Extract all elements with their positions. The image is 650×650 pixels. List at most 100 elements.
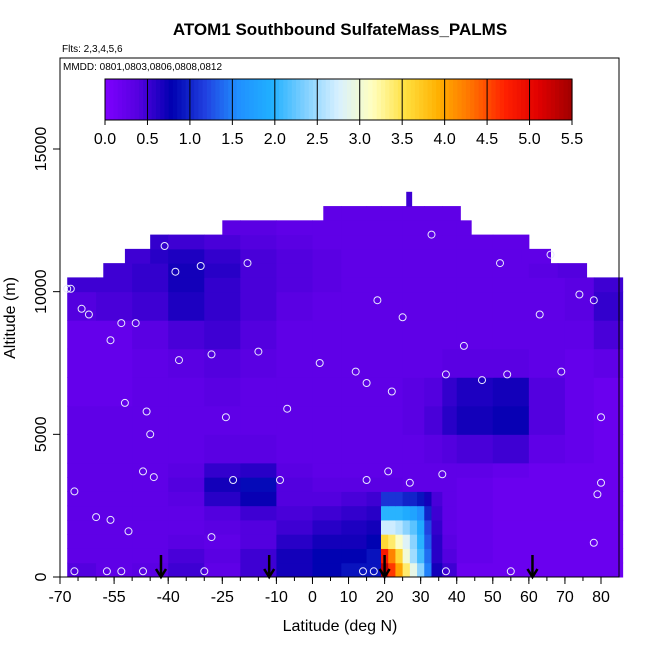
heatmap-cell bbox=[312, 477, 342, 492]
colorbar-swatch bbox=[262, 79, 267, 120]
colorbar-swatch bbox=[397, 79, 403, 120]
heatmap-cell bbox=[323, 206, 342, 221]
observation-point bbox=[506, 567, 515, 576]
x-tick-label: 20 bbox=[376, 589, 394, 606]
heatmap-cell bbox=[528, 548, 566, 564]
heatmap-cell bbox=[528, 434, 566, 464]
heatmap-cell bbox=[204, 405, 241, 435]
heatmap-cell bbox=[168, 248, 205, 264]
heatmap-cell bbox=[312, 220, 342, 236]
chart-title: ATOM1 Southbound SulfateMass_PALMS bbox=[173, 20, 507, 39]
heatmap-cell bbox=[593, 462, 624, 478]
colorbar-swatch bbox=[410, 79, 416, 120]
colorbar-swatch bbox=[448, 79, 454, 120]
heatmap-cell bbox=[240, 405, 277, 435]
observation-point bbox=[373, 296, 382, 305]
heatmap-cell bbox=[276, 562, 313, 578]
heatmap-cell bbox=[442, 434, 458, 464]
heatmap-cell bbox=[456, 462, 494, 478]
heatmap-cell bbox=[593, 377, 624, 407]
heatmap-cell bbox=[168, 534, 205, 549]
heatmap-cell bbox=[168, 477, 205, 492]
heatmap-cell bbox=[96, 434, 133, 464]
heatmap-cell bbox=[341, 462, 368, 478]
colorbar-swatch bbox=[270, 79, 276, 120]
colorbar-swatch bbox=[487, 79, 492, 120]
heatmap-cell bbox=[341, 348, 368, 378]
heatmap-cell bbox=[341, 548, 368, 564]
colorbar-swatch bbox=[504, 79, 509, 120]
heatmap-cell bbox=[424, 320, 443, 350]
heatmap-cell bbox=[240, 291, 277, 321]
heatmap-cell bbox=[240, 462, 277, 478]
heatmap-cell bbox=[492, 320, 530, 350]
heatmap-cell bbox=[312, 263, 342, 278]
heatmap-cell bbox=[168, 348, 205, 378]
heatmap-cell bbox=[442, 220, 458, 236]
colorbar-swatch bbox=[257, 79, 263, 120]
observation-point bbox=[283, 404, 292, 413]
heatmap-cell bbox=[395, 534, 404, 549]
heatmap-cell bbox=[492, 263, 530, 278]
heatmap-cell bbox=[402, 263, 425, 278]
colorbar-swatch bbox=[155, 79, 161, 120]
flights-note: Flts: 2,3,4,5,6 bbox=[62, 44, 123, 55]
colorbar-swatch bbox=[236, 79, 242, 120]
observation-point bbox=[405, 478, 414, 487]
heatmap-cell bbox=[366, 291, 382, 321]
heatmap-cell bbox=[276, 320, 313, 350]
heatmap-cell bbox=[409, 491, 418, 507]
heatmap-cell bbox=[380, 248, 404, 264]
observation-point bbox=[387, 387, 396, 396]
heatmap-cell bbox=[380, 462, 404, 478]
heatmap-cell bbox=[96, 277, 133, 293]
heatmap-cell bbox=[456, 348, 494, 378]
colorbar-swatch bbox=[177, 79, 183, 120]
heatmap-cell bbox=[204, 248, 241, 264]
observation-point bbox=[362, 379, 371, 387]
observation-points bbox=[63, 230, 605, 576]
colorbar-swatch bbox=[342, 79, 348, 120]
heatmap-cell bbox=[424, 534, 432, 549]
heatmap-cell bbox=[276, 548, 313, 564]
observation-point bbox=[593, 490, 602, 499]
colorbar-swatch bbox=[143, 79, 149, 120]
colorbar-swatch bbox=[359, 79, 365, 120]
heatmap-cell bbox=[132, 462, 169, 478]
heatmap-cell bbox=[67, 519, 97, 535]
colorbar-swatch bbox=[406, 79, 412, 120]
heatmap-cell bbox=[366, 534, 382, 549]
colorbar-swatch bbox=[291, 79, 297, 120]
heatmap-cell bbox=[492, 234, 530, 250]
heatmap-cell bbox=[312, 405, 342, 435]
heatmap-cell bbox=[132, 548, 169, 564]
heatmap-cell bbox=[312, 548, 342, 564]
colorbar-swatch bbox=[423, 79, 429, 120]
heatmap-cell bbox=[456, 562, 494, 578]
heatmap-cell bbox=[240, 434, 277, 464]
observation-point bbox=[200, 567, 209, 576]
heatmap-cell bbox=[492, 277, 530, 293]
heatmap-cell bbox=[204, 534, 241, 549]
colorbar-swatch bbox=[453, 79, 458, 120]
heatmap-cell bbox=[402, 348, 425, 378]
heatmap-cell bbox=[564, 434, 595, 464]
heatmap-cell bbox=[96, 548, 133, 564]
heatmap-cell bbox=[431, 505, 443, 521]
heatmap-cell bbox=[341, 505, 368, 521]
colorbar-swatch bbox=[546, 79, 552, 120]
y-axis: 0 5000 10000 15000 bbox=[33, 58, 61, 581]
colorbar-swatch bbox=[245, 79, 250, 120]
heatmap-cell bbox=[442, 562, 458, 578]
heatmap-cell bbox=[341, 220, 368, 236]
heatmap-cell bbox=[442, 477, 458, 492]
colorbar-swatch bbox=[542, 79, 548, 120]
colorbar-swatch bbox=[516, 79, 522, 120]
observation-point bbox=[106, 336, 115, 345]
heatmap-cell bbox=[150, 248, 169, 264]
heatmap-cell bbox=[366, 220, 382, 236]
heatmap-cell bbox=[564, 291, 595, 321]
observation-point bbox=[459, 341, 468, 350]
colorbar-swatch bbox=[419, 79, 425, 120]
observation-point bbox=[597, 478, 605, 487]
